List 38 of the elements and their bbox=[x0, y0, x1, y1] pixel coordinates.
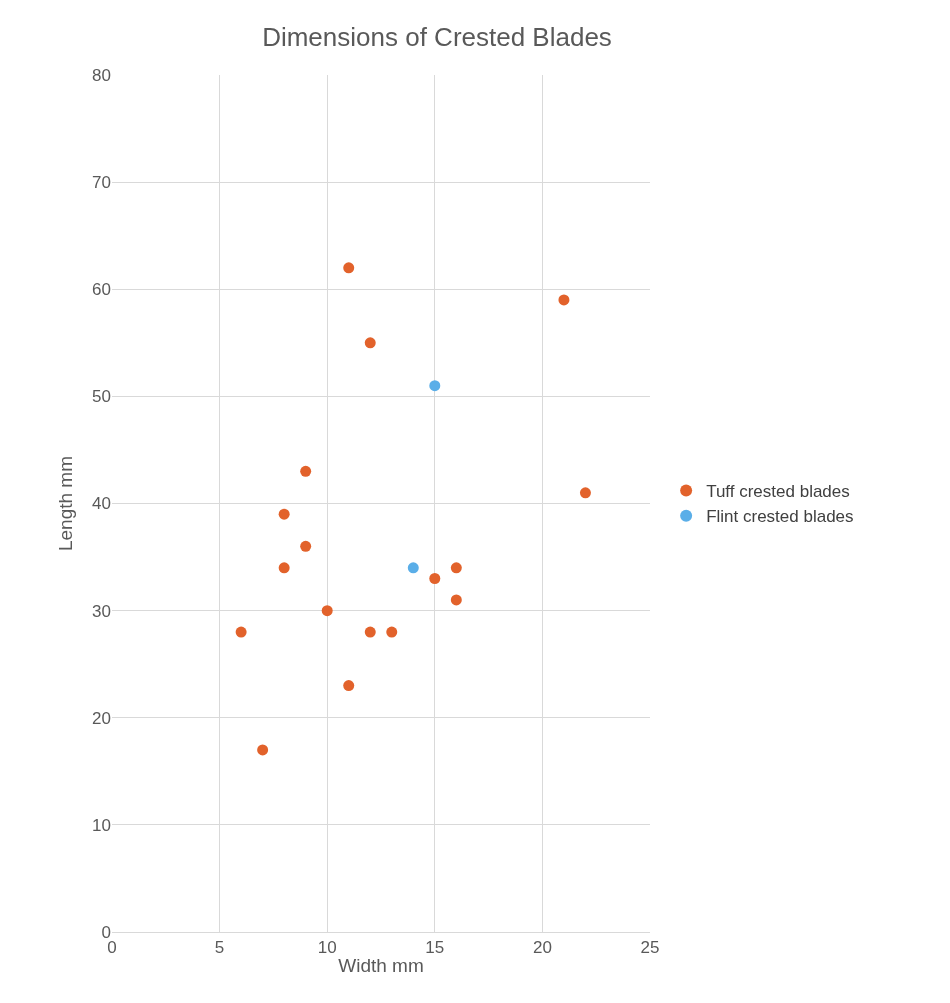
y-tick-label: 40 bbox=[92, 494, 111, 514]
y-tick-label: 30 bbox=[92, 601, 111, 621]
point bbox=[364, 337, 376, 349]
point bbox=[579, 487, 591, 499]
legend-label: Tuff crested blades bbox=[706, 482, 850, 502]
y-tick-label: 80 bbox=[92, 65, 111, 85]
point bbox=[407, 562, 419, 574]
point bbox=[364, 626, 376, 638]
x-axis-title: Width mm bbox=[338, 955, 424, 977]
point bbox=[278, 508, 290, 520]
point bbox=[386, 626, 398, 638]
point bbox=[257, 744, 269, 756]
y-tick-label: 10 bbox=[92, 815, 111, 835]
point bbox=[450, 562, 462, 574]
point bbox=[450, 594, 462, 606]
y-tick-label: 20 bbox=[92, 708, 111, 728]
legend-label: Flint crested blades bbox=[706, 507, 854, 527]
x-tick-label: 20 bbox=[532, 938, 552, 958]
x-tick-label: 10 bbox=[317, 938, 337, 958]
y-tick-label: 70 bbox=[92, 173, 111, 193]
point bbox=[429, 380, 441, 392]
chart-title: Dimensions of Crested Blades bbox=[262, 22, 612, 53]
point bbox=[343, 680, 355, 692]
point bbox=[278, 562, 290, 574]
point bbox=[429, 572, 441, 584]
x-tick-label: 5 bbox=[214, 938, 225, 958]
x-tick-label: 15 bbox=[425, 938, 445, 958]
point bbox=[300, 540, 312, 552]
point bbox=[321, 605, 333, 617]
y-tick-label: 50 bbox=[92, 387, 111, 407]
y-tick-label: 0 bbox=[101, 922, 111, 942]
x-tick-label: 25 bbox=[640, 938, 660, 958]
point bbox=[558, 294, 570, 306]
point bbox=[235, 626, 247, 638]
y-tick-label: 60 bbox=[92, 280, 111, 300]
point bbox=[300, 465, 312, 477]
y-axis-title: Length mm bbox=[54, 455, 76, 552]
point bbox=[343, 262, 355, 274]
